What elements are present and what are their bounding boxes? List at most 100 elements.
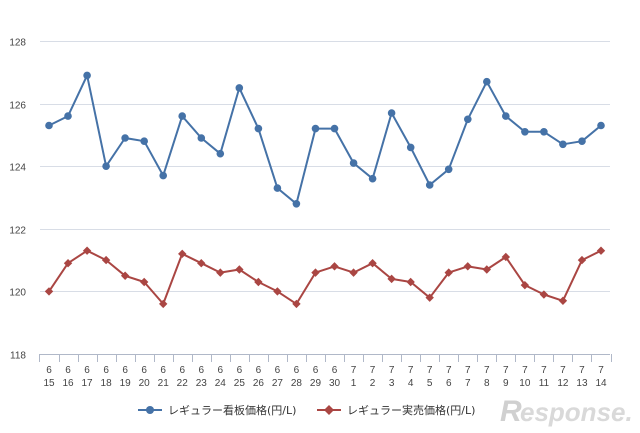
data-point-diamond: [159, 299, 168, 309]
y-axis-tick-labels: 118 120 122 124 126 128: [9, 38, 26, 362]
legend-item-series-2[interactable]: レギュラー実売価格(円/L): [317, 403, 475, 417]
data-point-diamond: [120, 271, 130, 280]
x-tick-label-month: 6: [256, 365, 262, 376]
x-tick-label-day: 17: [82, 378, 94, 389]
x-tick-label-day: 11: [539, 378, 550, 389]
x-tick-label-month: 6: [160, 365, 166, 376]
x-tick-label-month: 6: [294, 365, 300, 376]
series-line-1: [48, 74, 602, 205]
x-tick-label-month: 6: [103, 365, 109, 376]
data-point-circle: [330, 124, 339, 133]
data-point-circle: [559, 140, 567, 149]
data-point-diamond: [292, 299, 301, 309]
x-tick-label-day: 14: [595, 378, 607, 389]
data-point-circle: [64, 112, 72, 120]
x-tick-label-month: 7: [465, 365, 471, 376]
x-tick-label-month: 7: [446, 365, 452, 376]
x-tick-label-month: 6: [179, 365, 185, 376]
data-point-diamond: [444, 268, 453, 277]
data-point-circle: [502, 112, 510, 120]
x-tick-label-month: 6: [84, 365, 90, 376]
y-tick-label: 122: [9, 226, 26, 237]
x-tick-label-month: 6: [122, 365, 128, 376]
x-tick-label-day: 18: [101, 378, 113, 389]
x-tick-label-day: 15: [43, 378, 55, 389]
data-point-diamond: [178, 249, 187, 259]
data-point-diamond: [425, 293, 434, 302]
y-tick-label: 120: [9, 288, 26, 299]
logo-initial: R: [500, 395, 522, 428]
series-group: [44, 71, 606, 309]
data-point-circle: [273, 184, 282, 192]
data-point-diamond: [463, 262, 472, 271]
data-point-circle: [406, 143, 415, 152]
data-point-circle: [521, 128, 529, 136]
data-point-circle: [540, 128, 548, 136]
x-tick-label-month: 6: [65, 365, 71, 376]
response-logo-watermark: R esponse.: [500, 395, 633, 428]
x-axis: [39, 354, 612, 362]
x-tick-label-month: 7: [408, 365, 414, 376]
data-point-circle: [578, 137, 586, 145]
data-point-diamond: [387, 274, 396, 284]
x-tick-label-day: 5: [427, 378, 433, 389]
y-tick-label: 126: [9, 101, 26, 112]
x-tick-label-month: 6: [141, 365, 147, 376]
data-point-diamond: [596, 246, 606, 255]
x-tick-label-month: 7: [560, 365, 566, 376]
data-point-diamond: [273, 287, 282, 296]
x-tick-label-day: 3: [389, 378, 395, 389]
x-tick-label-day: 13: [576, 378, 588, 389]
data-point-circle: [387, 109, 396, 117]
x-tick-label-day: 30: [329, 378, 341, 389]
x-tick-label-day: 23: [196, 378, 208, 389]
legend-item-series-1[interactable]: レギュラー看板価格(円/L): [138, 403, 296, 417]
x-tick-label-day: 21: [158, 378, 170, 389]
x-tick-label-day: 28: [291, 378, 303, 389]
x-tick-label-month: 7: [370, 365, 376, 376]
grid-lines: [40, 41, 610, 292]
data-point-diamond: [501, 252, 511, 262]
x-tick-label-day: 29: [310, 378, 322, 389]
data-point-diamond: [311, 268, 320, 277]
data-point-circle: [45, 121, 53, 130]
data-point-circle: [121, 134, 129, 142]
x-tick-label-day: 6: [446, 378, 452, 389]
data-point-diamond: [197, 259, 206, 268]
data-point-diamond: [539, 290, 549, 299]
x-tick-label-month: 7: [598, 365, 604, 376]
x-tick-label-month: 6: [313, 365, 319, 376]
data-point-circle: [597, 121, 605, 130]
data-point-circle: [102, 162, 110, 170]
x-tick-label-day: 22: [177, 378, 189, 389]
data-point-circle: [311, 124, 320, 133]
data-point-diamond: [577, 255, 587, 265]
legend-label-series-2: レギュラー実売価格(円/L): [347, 403, 475, 417]
data-point-diamond: [44, 287, 54, 296]
x-tick-label-day: 10: [519, 378, 531, 389]
y-tick-label: 124: [9, 163, 26, 174]
data-point-diamond: [82, 246, 92, 255]
data-point-diamond: [482, 265, 491, 274]
data-point-circle: [349, 159, 358, 167]
data-point-diamond: [349, 268, 358, 277]
x-tick-label-month: 6: [218, 365, 224, 376]
legend-marker-diamond: [324, 405, 334, 415]
y-tick-label: 118: [10, 351, 26, 362]
x-tick-label-month: 7: [541, 365, 547, 376]
data-point-circle: [254, 124, 263, 133]
x-tick-label-day: 24: [215, 378, 227, 389]
logo-text: esponse.: [520, 397, 633, 427]
x-tick-label-day: 16: [62, 378, 74, 389]
data-point-diamond: [520, 280, 530, 290]
legend-label-series-1: レギュラー看板価格(円/L): [168, 403, 296, 417]
data-point-circle: [464, 115, 472, 124]
data-point-circle: [159, 171, 167, 180]
data-point-diamond: [558, 296, 568, 305]
data-point-circle: [444, 165, 453, 174]
data-point-circle: [483, 77, 491, 86]
x-tick-label-day: 2: [370, 378, 376, 389]
data-point-diamond: [235, 265, 244, 274]
x-tick-label-day: 1: [351, 378, 357, 389]
